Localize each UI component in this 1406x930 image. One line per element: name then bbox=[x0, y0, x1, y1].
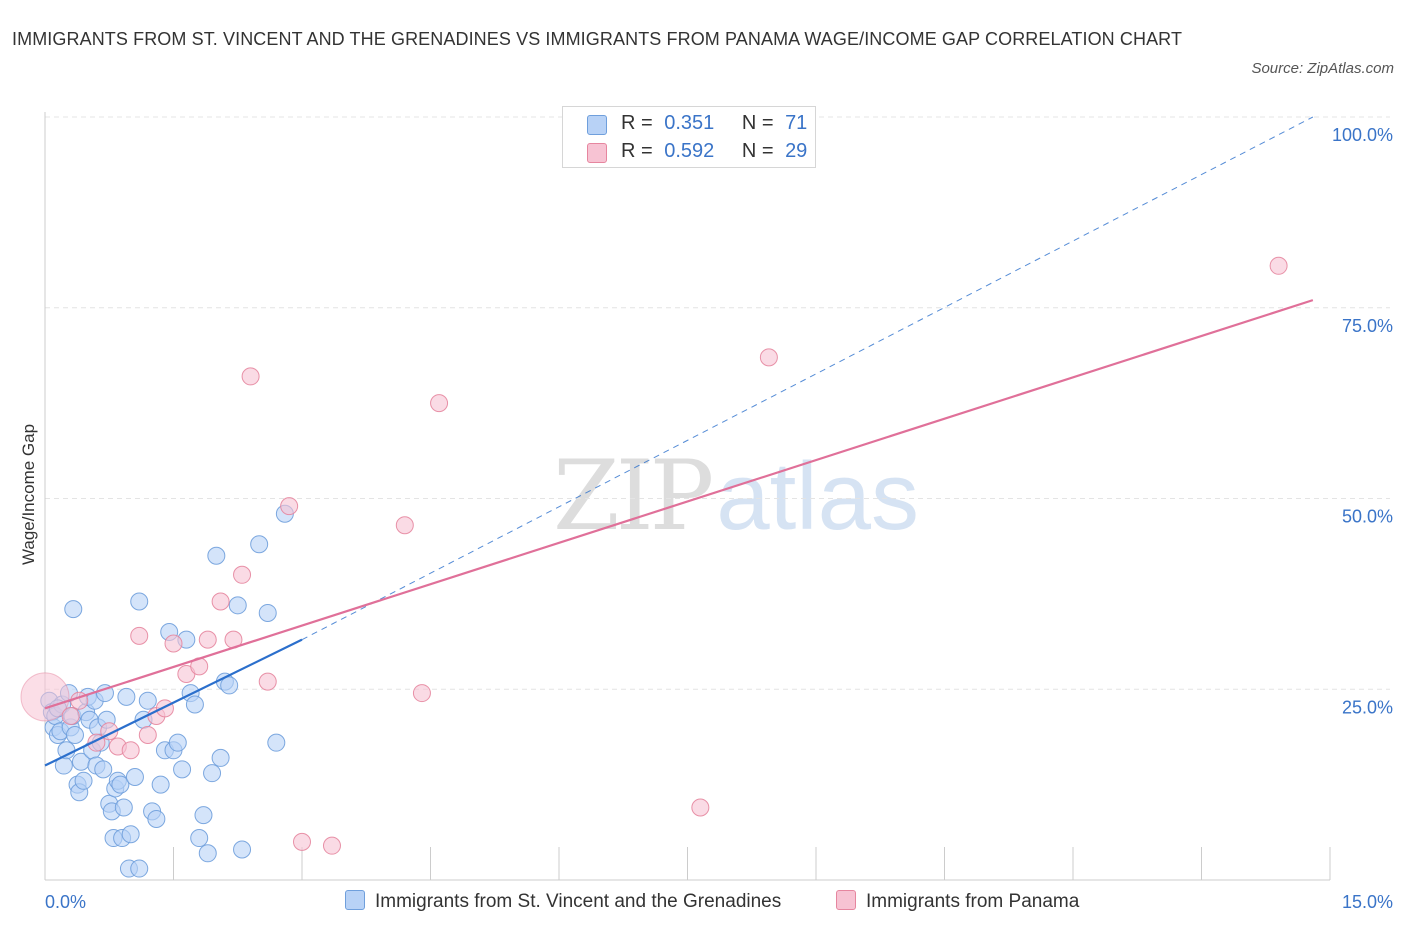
y-tick-label: 100.0% bbox=[1332, 125, 1393, 145]
pink-swatch-icon bbox=[836, 890, 856, 910]
data-point bbox=[130, 859, 149, 878]
data-point bbox=[293, 832, 311, 851]
x-tick-label: 15.0% bbox=[1342, 892, 1393, 912]
axes bbox=[44, 112, 1331, 881]
n-label: N = bbox=[741, 112, 774, 134]
watermark: ZIPatlas bbox=[553, 440, 919, 552]
data-point bbox=[164, 634, 183, 653]
data-point bbox=[250, 535, 269, 554]
data-point bbox=[155, 699, 174, 718]
data-point bbox=[94, 760, 113, 779]
data-point bbox=[198, 630, 217, 649]
data-point bbox=[412, 684, 431, 703]
series-blue bbox=[40, 504, 294, 878]
data-point bbox=[65, 726, 84, 745]
trend-line-blue bbox=[44, 638, 303, 767]
legend-item-st-vincent: Immigrants from St. Vincent and the Gren… bbox=[345, 890, 781, 913]
data-point bbox=[130, 626, 149, 645]
data-point bbox=[211, 592, 230, 611]
data-point bbox=[241, 367, 260, 386]
data-point bbox=[198, 844, 217, 863]
data-point bbox=[691, 798, 710, 817]
data-point bbox=[233, 840, 252, 859]
data-point bbox=[138, 726, 157, 745]
n-value-pink: 29 bbox=[785, 140, 808, 162]
data-point bbox=[114, 798, 133, 817]
data-point bbox=[258, 603, 277, 622]
series-pink bbox=[20, 256, 1288, 855]
data-point bbox=[173, 760, 192, 779]
data-point bbox=[130, 592, 149, 611]
data-point bbox=[1269, 256, 1288, 275]
data-point bbox=[117, 687, 136, 706]
r-label: R = bbox=[621, 140, 653, 162]
stats-legend: R = 0.351 N = 71 R = 0.592 N = 29 bbox=[562, 106, 816, 168]
y-tick-label: 50.0% bbox=[1342, 507, 1393, 527]
data-point bbox=[121, 741, 140, 760]
legend-item-panama: Immigrants from Panama bbox=[836, 890, 1079, 913]
data-point bbox=[168, 733, 187, 752]
data-point bbox=[95, 684, 114, 703]
trend-line-pink bbox=[44, 299, 1314, 710]
data-points bbox=[20, 256, 1288, 878]
data-point bbox=[207, 546, 226, 565]
watermark-atlas: atlas bbox=[716, 443, 919, 550]
data-point bbox=[61, 706, 80, 725]
trend-lines bbox=[44, 116, 1314, 767]
data-point bbox=[395, 516, 414, 535]
r-label: R = bbox=[621, 112, 653, 134]
data-point bbox=[20, 672, 70, 722]
trend-line-extension-blue bbox=[301, 116, 1314, 641]
data-point bbox=[111, 775, 130, 794]
pink-swatch-icon bbox=[587, 143, 607, 163]
data-point bbox=[220, 676, 239, 695]
data-point bbox=[280, 497, 299, 516]
data-point bbox=[267, 733, 286, 752]
legend-label-panama: Immigrants from Panama bbox=[866, 891, 1080, 912]
data-point bbox=[759, 348, 778, 367]
y-tick-label: 75.0% bbox=[1342, 316, 1393, 336]
data-point bbox=[211, 748, 230, 767]
n-label: N = bbox=[741, 140, 774, 162]
data-point bbox=[203, 764, 222, 783]
data-point bbox=[64, 600, 83, 619]
data-point bbox=[194, 806, 213, 825]
legend-label-st-vincent: Immigrants from St. Vincent and the Gren… bbox=[375, 891, 782, 912]
source-note: Source: ZipAtlas.com bbox=[1251, 60, 1394, 77]
data-point bbox=[233, 565, 252, 584]
x-tick-label: 0.0% bbox=[45, 892, 86, 912]
data-point bbox=[228, 596, 247, 615]
data-point bbox=[185, 695, 204, 714]
data-point bbox=[430, 394, 449, 413]
data-point bbox=[190, 829, 209, 848]
data-point bbox=[258, 672, 277, 691]
blue-swatch-icon bbox=[345, 890, 365, 910]
tick-labels: 25.0% 50.0% 75.0% 100.0% 0.0% 15.0% Wage/Incom… bbox=[19, 125, 1393, 912]
data-point bbox=[125, 767, 144, 786]
r-value-blue: 0.351 bbox=[664, 112, 715, 134]
data-point bbox=[138, 691, 157, 710]
chart-title: IMMIGRANTS FROM ST. VINCENT AND THE GREN… bbox=[12, 29, 1183, 49]
data-point bbox=[147, 809, 166, 828]
r-value-pink: 0.592 bbox=[664, 140, 715, 162]
grid-lines bbox=[45, 116, 1390, 690]
data-point bbox=[74, 771, 93, 790]
y-tick-label: 25.0% bbox=[1342, 697, 1393, 717]
n-value-blue: 71 bbox=[785, 112, 808, 134]
data-point bbox=[322, 836, 341, 855]
data-point bbox=[151, 775, 170, 794]
y-axis-title: Wage/Income Gap bbox=[19, 424, 38, 565]
data-point bbox=[121, 825, 140, 844]
blue-swatch-icon bbox=[587, 115, 607, 135]
